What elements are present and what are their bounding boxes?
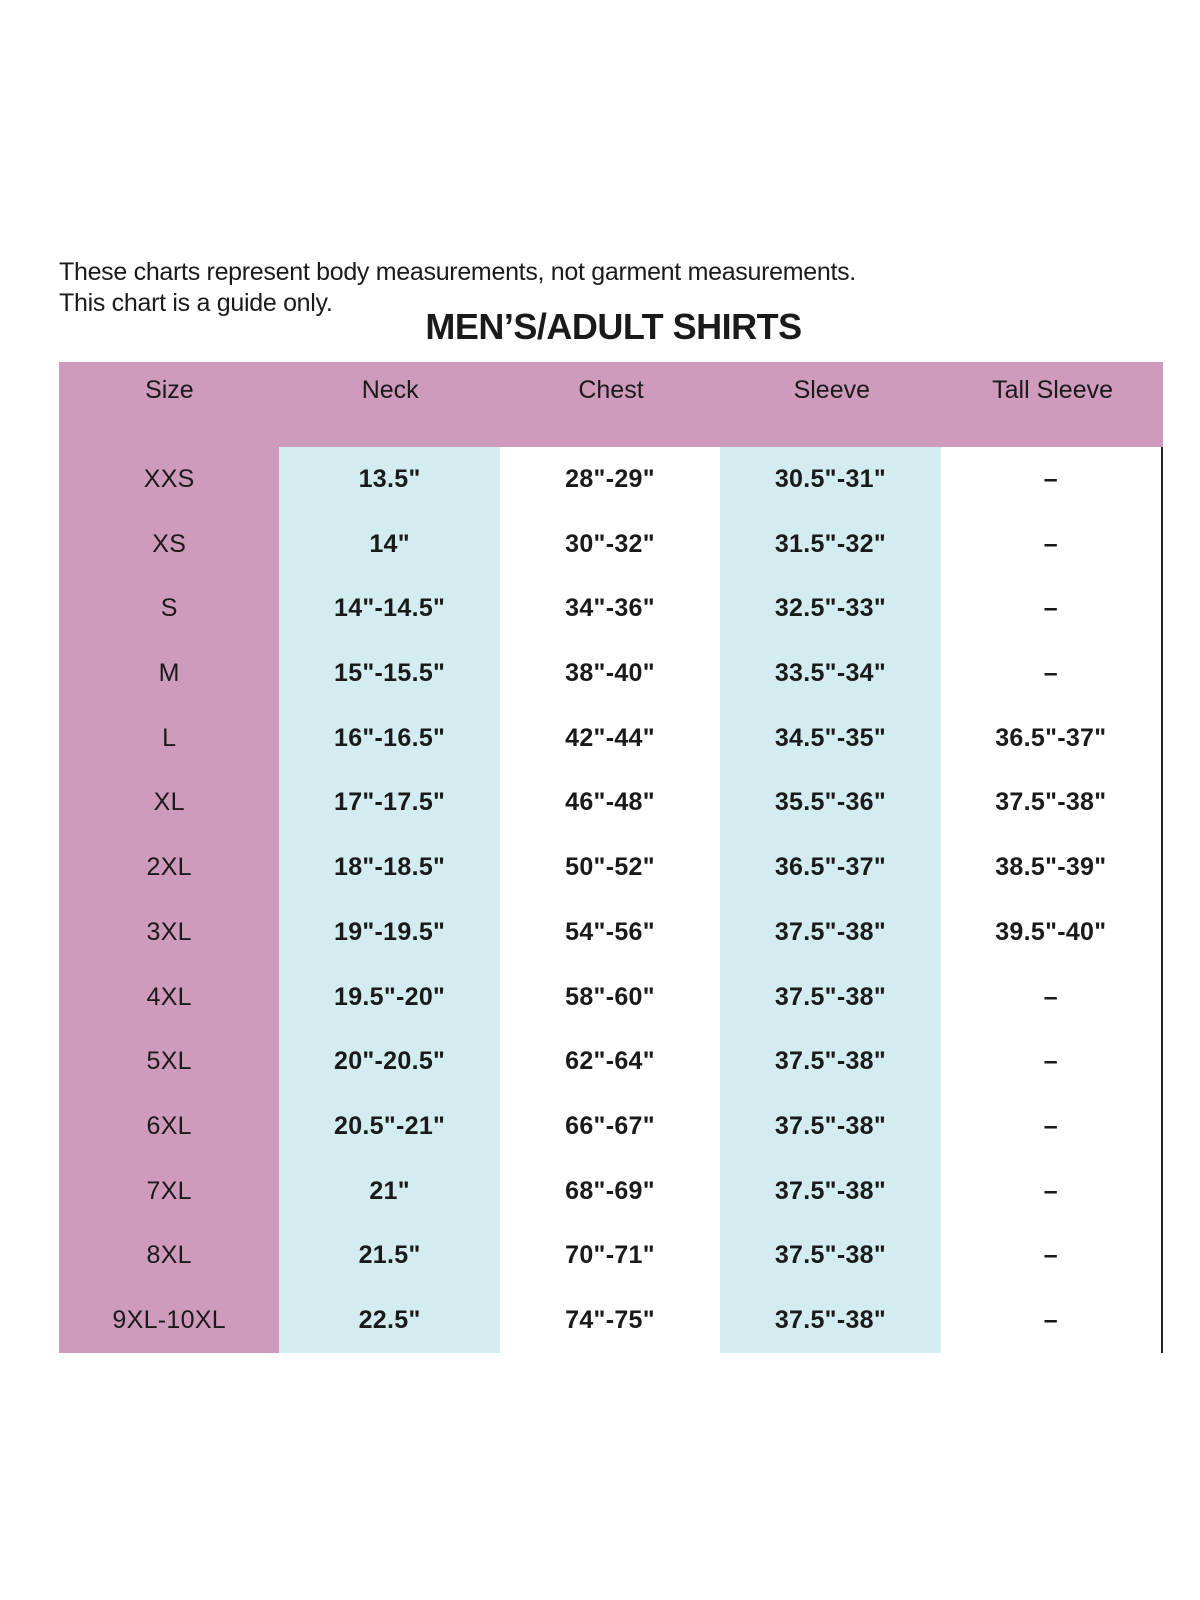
cell-tall-sleeve: –	[940, 1158, 1164, 1224]
cell-neck: 19.5"-20"	[279, 964, 500, 1030]
cell-size: L	[59, 705, 280, 771]
cell-chest: 74"-75"	[499, 1287, 721, 1353]
cell-size: 6XL	[59, 1093, 280, 1159]
cell-size: M	[59, 641, 280, 706]
cell-sleeve: 37.5"-38"	[720, 1287, 941, 1353]
cell-chest: 34"-36"	[499, 576, 721, 642]
cell-tall-sleeve: –	[940, 1093, 1164, 1159]
cell-neck: 14"-14.5"	[279, 576, 500, 642]
cell-sleeve: 37.5"-38"	[720, 1223, 941, 1288]
header-tall-sleeve: Tall Sleeve	[992, 376, 1114, 404]
cell-tall-sleeve: 39.5"-40"	[940, 899, 1164, 965]
cell-neck: 21"	[279, 1158, 500, 1224]
cell-neck: 20"-20.5"	[279, 1029, 500, 1094]
table-row: 9XL-10XL 22.5" 74"-75" 37.5"-38" –	[59, 1287, 1164, 1353]
table-row: 7XL 21" 68"-69" 37.5"-38" –	[59, 1158, 1164, 1224]
table-row: 5XL 20"-20.5" 62"-64" 37.5"-38" –	[59, 1029, 1164, 1094]
table-header: Size Neck Chest Sleeve Tall Sleeve	[59, 362, 1163, 447]
cell-sleeve: 32.5"-33"	[720, 576, 941, 642]
cell-size: 2XL	[59, 835, 280, 900]
cell-size: 3XL	[59, 899, 280, 965]
table-row: M 15"-15.5" 38"-40" 33.5"-34" –	[59, 641, 1164, 706]
header-chest: Chest	[578, 376, 644, 404]
chart-title: MEN’S/ADULT SHIRTS	[425, 306, 802, 347]
table-row: 8XL 21.5" 70"-71" 37.5"-38" –	[59, 1223, 1164, 1288]
cell-sleeve: 31.5"-32"	[720, 511, 941, 577]
disclaimer-text: These charts represent body measurements…	[59, 258, 856, 286]
cell-size: 8XL	[59, 1223, 280, 1288]
header-neck: Neck	[361, 376, 419, 404]
size-table: Size Neck Chest Sleeve Tall Sleeve XXS 13.5" 2…	[59, 362, 1164, 1353]
cell-tall-sleeve: 37.5"-38"	[940, 770, 1164, 836]
cell-neck: 19"-19.5"	[279, 899, 500, 965]
cell-chest: 46"-48"	[499, 770, 721, 836]
cell-tall-sleeve: –	[940, 641, 1164, 706]
cell-size: XXS	[59, 447, 280, 512]
table-row: L 16"-16.5" 42"-44" 34.5"-35" 36.5"-37"	[59, 705, 1164, 771]
guide-note: This chart is a guide only.	[59, 289, 333, 317]
cell-neck: 21.5"	[279, 1223, 500, 1288]
cell-neck: 13.5"	[279, 447, 500, 512]
cell-size: 5XL	[59, 1029, 280, 1094]
cell-chest: 38"-40"	[499, 641, 721, 706]
cell-chest: 58"-60"	[499, 964, 721, 1030]
cell-tall-sleeve: –	[940, 511, 1164, 577]
table-row: 3XL 19"-19.5" 54"-56" 37.5"-38" 39.5"-40"	[59, 899, 1164, 965]
cell-sleeve: 37.5"-38"	[720, 1093, 941, 1159]
cell-tall-sleeve: 36.5"-37"	[940, 705, 1164, 771]
cell-size: 9XL-10XL	[59, 1287, 280, 1353]
table-body: XXS 13.5" 28"-29" 30.5"-31" – XS 14" 30"-32" 31.…	[59, 447, 1164, 1353]
cell-sleeve: 35.5"-36"	[720, 770, 941, 836]
cell-neck: 14"	[279, 511, 500, 577]
header-size: Size	[145, 376, 194, 404]
table-row: XXS 13.5" 28"-29" 30.5"-31" –	[59, 447, 1164, 512]
table-row: 2XL 18"-18.5" 50"-52" 36.5"-37" 38.5"-39"	[59, 835, 1164, 900]
cell-chest: 70"-71"	[499, 1223, 721, 1288]
cell-chest: 68"-69"	[499, 1158, 721, 1224]
cell-chest: 66"-67"	[499, 1093, 721, 1159]
cell-size: XS	[59, 511, 280, 577]
cell-sleeve: 37.5"-38"	[720, 1158, 941, 1224]
cell-chest: 28"-29"	[499, 447, 721, 512]
table-row: S 14"-14.5" 34"-36" 32.5"-33" –	[59, 576, 1164, 642]
cell-sleeve: 37.5"-38"	[720, 1029, 941, 1094]
cell-sleeve: 33.5"-34"	[720, 641, 941, 706]
cell-tall-sleeve: –	[940, 1223, 1164, 1288]
cell-sleeve: 37.5"-38"	[720, 964, 941, 1030]
cell-chest: 30"-32"	[499, 511, 721, 577]
cell-neck: 16"-16.5"	[279, 705, 500, 771]
table-row: XS 14" 30"-32" 31.5"-32" –	[59, 511, 1164, 577]
cell-chest: 54"-56"	[499, 899, 721, 965]
cell-tall-sleeve: –	[940, 1029, 1164, 1094]
cell-chest: 42"-44"	[499, 705, 721, 771]
cell-neck: 20.5"-21"	[279, 1093, 500, 1159]
cell-size: XL	[59, 770, 280, 836]
cell-neck: 15"-15.5"	[279, 641, 500, 706]
cell-sleeve: 37.5"-38"	[720, 899, 941, 965]
cell-tall-sleeve: –	[940, 576, 1164, 642]
cell-chest: 50"-52"	[499, 835, 721, 900]
cell-tall-sleeve: –	[940, 447, 1164, 512]
cell-chest: 62"-64"	[499, 1029, 721, 1094]
cell-neck: 22.5"	[279, 1287, 500, 1353]
cell-neck: 17"-17.5"	[279, 770, 500, 836]
table-row: 4XL 19.5"-20" 58"-60" 37.5"-38" –	[59, 964, 1164, 1030]
cell-sleeve: 34.5"-35"	[720, 705, 941, 771]
cell-sleeve: 36.5"-37"	[720, 835, 941, 900]
cell-size: S	[59, 576, 280, 642]
table-row: 6XL 20.5"-21" 66"-67" 37.5"-38" –	[59, 1093, 1164, 1159]
cell-size: 7XL	[59, 1158, 280, 1224]
table-row: XL 17"-17.5" 46"-48" 35.5"-36" 37.5"-38"	[59, 770, 1164, 836]
cell-tall-sleeve: 38.5"-39"	[940, 835, 1164, 900]
cell-sleeve: 30.5"-31"	[720, 447, 941, 512]
cell-tall-sleeve: –	[940, 964, 1164, 1030]
cell-tall-sleeve: –	[940, 1287, 1164, 1353]
cell-size: 4XL	[59, 964, 280, 1030]
header-sleeve: Sleeve	[793, 376, 871, 404]
cell-neck: 18"-18.5"	[279, 835, 500, 900]
